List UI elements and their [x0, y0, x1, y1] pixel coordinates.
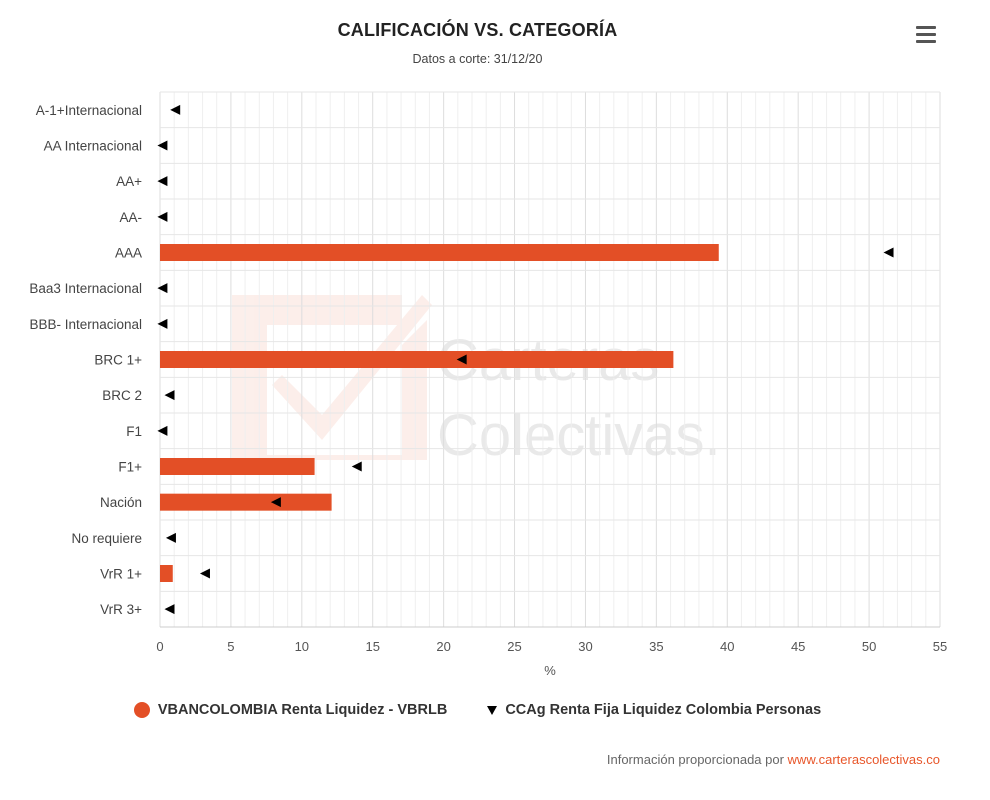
bar: [160, 565, 173, 582]
category-label: A-1+Internacional: [36, 103, 142, 118]
category-label: AA+: [116, 174, 142, 189]
triangle-marker: [157, 318, 168, 329]
chart-title: CALIFICACIÓN VS. CATEGORÍA: [337, 20, 618, 40]
bar: [160, 493, 332, 511]
legend-item-series-2[interactable]: CCAg Renta Fija Liquidez Colombia Person…: [487, 702, 821, 718]
triangle-marker: [883, 247, 894, 258]
legend-label-series-1: VBANCOLOMBIA Renta Liquidez - VBRLB: [157, 702, 448, 718]
category-label: VrR 1+: [100, 567, 142, 582]
chart-legend: VBANCOLOMBIA Renta Liquidez - VBRLB CCAg…: [0, 702, 955, 718]
hamburger-menu-icon-line: [916, 40, 936, 43]
axis-labels: 0 5 10 15 20 25 30 35 40 45 50 55 A-1+Internacional A…: [29, 103, 947, 654]
triangle-marker: [157, 283, 168, 294]
bar: [160, 351, 674, 368]
category-label: AAA: [115, 246, 142, 261]
x-tick-label: 30: [578, 639, 592, 654]
x-axis-label: %: [544, 663, 556, 678]
x-tick-label: 45: [791, 639, 805, 654]
triangle-marker: [157, 140, 168, 151]
legend-circle-icon: [133, 702, 150, 718]
credits: Información proporcionada por www.carter…: [607, 752, 940, 767]
triangle-marker: [270, 497, 281, 508]
marker-series: [157, 104, 894, 615]
legend-label-series-2: CCAg Renta Fija Liquidez Colombia Person…: [505, 702, 822, 718]
triangle-marker: [456, 354, 467, 365]
legend-item-series-1[interactable]: VBANCOLOMBIA Renta Liquidez - VBRLB: [133, 702, 448, 718]
x-tick-label: 50: [862, 639, 876, 654]
triangle-marker: [164, 390, 175, 401]
bar: [160, 244, 719, 261]
triangle-marker: [157, 211, 168, 222]
credits-prefix: Información proporcionada por: [606, 752, 788, 767]
x-tick-label: 40: [720, 639, 734, 654]
x-tick-label: 35: [649, 639, 663, 654]
credits-link[interactable]: www.carterascolectivas.co: [787, 752, 940, 767]
chart-grid: [159, 91, 941, 628]
triangle-marker: [170, 104, 181, 115]
x-tick-label: 15: [365, 639, 379, 654]
hamburger-menu-icon-line: [916, 33, 936, 36]
triangle-marker: [165, 532, 176, 543]
bar: [160, 458, 315, 475]
x-tick-label: 10: [295, 639, 309, 654]
bar-series: [160, 244, 719, 582]
x-tick-label: 25: [507, 639, 521, 654]
bar-chart: 0 5 10 15 20 25 30 35 40 45 50 55 A-1+Internacional A…: [29, 91, 947, 678]
category-label: F1: [126, 424, 142, 439]
triangle-marker: [157, 425, 168, 436]
x-tick-label: 20: [436, 639, 450, 654]
category-label: BRC 2: [102, 388, 142, 403]
triangle-marker: [157, 176, 168, 187]
category-label: BRC 1+: [94, 353, 142, 368]
chart-subtitle: Datos a corte: 31/12/20: [412, 52, 543, 66]
hamburger-menu-icon: [916, 26, 936, 29]
category-label: No requiere: [71, 531, 142, 546]
category-label: BBB- Internacional: [29, 317, 142, 332]
triangle-marker: [199, 568, 210, 579]
category-label: AA Internacional: [44, 139, 142, 154]
category-label: AA-: [119, 210, 142, 225]
triangle-marker: [164, 604, 175, 615]
legend-triangle-icon: [487, 705, 498, 715]
triangle-marker: [351, 461, 362, 472]
x-tick-label: 55: [933, 639, 947, 654]
category-label: VrR 3+: [100, 602, 142, 617]
category-label: Nación: [100, 495, 142, 510]
x-tick-label: 0: [156, 639, 163, 654]
category-label: F1+: [118, 460, 142, 475]
x-tick-label: 5: [227, 639, 234, 654]
chart-menu-button[interactable]: [912, 26, 940, 48]
category-label: Baa3 Internacional: [29, 281, 142, 296]
